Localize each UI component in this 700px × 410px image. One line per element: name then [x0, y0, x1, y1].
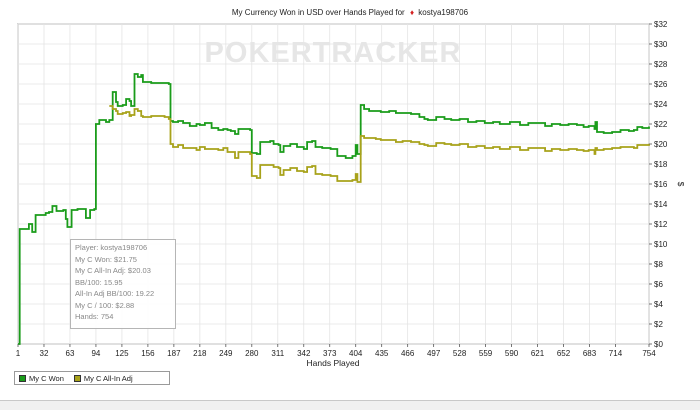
x-tick-label: 218 — [193, 349, 207, 358]
y-tick-label: $26 — [654, 80, 668, 89]
x-tick-label: 404 — [349, 349, 363, 358]
legend-label-won: My C Won — [29, 373, 64, 383]
legend-swatch-won — [19, 374, 26, 382]
tooltip-player: Player: kostya198706 — [75, 243, 148, 252]
x-tick-label: 373 — [323, 349, 337, 358]
y-axis-ticks: $0 $2 $4 $6 $8 $10 $12 $14 $16 $18 $20 $22 $24 $26 $28… — [649, 20, 668, 349]
x-tick-label: 1 — [16, 349, 21, 358]
x-tick-label: 280 — [245, 349, 259, 358]
stats-tooltip: Player: kostya198706 My C Won: $21.75 My… — [70, 239, 176, 329]
x-tick-label: 32 — [40, 349, 49, 358]
tooltip-bb100: BB/100: 15.95 — [75, 277, 123, 287]
tooltip-allin-adj: My C All-In Adj: $20.03 — [75, 266, 151, 275]
chart-title: My Currency Won in USD over Hands Played… — [232, 8, 469, 17]
y-tick-label: $14 — [654, 200, 668, 209]
poker-suit-icon: ♦ — [410, 8, 414, 17]
y-tick-label: $22 — [654, 120, 668, 129]
legend-item-allin-adj[interactable]: My C All-In Adj — [73, 373, 133, 383]
x-tick-label: 497 — [427, 349, 441, 358]
x-axis-label: Hands Played — [307, 358, 360, 368]
legend-swatch-allin-adj — [73, 374, 81, 382]
x-tick-label: 435 — [375, 349, 389, 358]
x-tick-label: 63 — [66, 349, 75, 358]
y-tick-label: $20 — [654, 140, 668, 149]
y-tick-label: $18 — [654, 160, 668, 169]
x-tick-label: 590 — [505, 349, 519, 358]
y-tick-label: $24 — [654, 100, 668, 109]
y-tick-label: $12 — [654, 220, 668, 229]
tooltip-allin-bb100: All-In Adj BB/100: 19.22 — [75, 289, 155, 298]
tooltip-hands: Hands: 754 — [75, 312, 114, 321]
x-tick-label: 528 — [453, 349, 467, 358]
x-tick-label: 94 — [91, 349, 100, 358]
y-tick-label: $32 — [654, 20, 668, 29]
x-tick-label: 156 — [141, 349, 155, 358]
x-tick-label: 125 — [115, 349, 129, 358]
player-name: kostya198706 — [418, 8, 468, 17]
grid-lines — [17, 23, 650, 345]
series-line-my-c-all-in-adj — [109, 105, 650, 183]
tooltip-won: My C Won: $21.75 — [75, 254, 137, 264]
x-tick-label: 187 — [167, 349, 181, 358]
y-axis-label: $ — [676, 182, 686, 187]
x-tick-label: 652 — [557, 349, 571, 358]
series-layer — [18, 73, 650, 345]
x-tick-label: 714 — [609, 349, 623, 358]
series-line-my-c-won — [18, 73, 650, 345]
x-tick-label: 466 — [401, 349, 415, 358]
y-tick-label: $4 — [654, 300, 663, 309]
x-tick-label: 754 — [642, 349, 656, 358]
x-tick-label: 249 — [219, 349, 233, 358]
y-tick-label: $0 — [654, 340, 663, 349]
watermark: POKERTRACKER — [205, 37, 462, 69]
x-axis-ticks: 1 32 63 94 125 156 187 218 249 280 311 342 373 404 435… — [16, 344, 656, 358]
y-tick-label: $8 — [654, 260, 663, 269]
legend-label-allin-adj: My C All-In Adj — [83, 373, 133, 383]
y-tick-label: $10 — [654, 240, 668, 249]
y-tick-label: $2 — [654, 320, 663, 329]
y-tick-label: $28 — [654, 60, 668, 69]
x-tick-label: 683 — [583, 349, 597, 358]
chart-title-text: My Currency Won in USD over Hands Played… — [232, 8, 405, 17]
y-tick-label: $30 — [654, 40, 668, 49]
window-bottom-bar — [0, 400, 700, 410]
legend-item-won[interactable]: My C Won — [19, 374, 64, 383]
x-tick-label: 342 — [297, 349, 311, 358]
x-tick-label: 621 — [531, 349, 545, 358]
chart-svg: My Currency Won in USD over Hands Played… — [16, 8, 686, 368]
x-tick-label: 559 — [479, 349, 493, 358]
y-tick-label: $16 — [654, 180, 668, 189]
tooltip-per100: My C / 100: $2.88 — [75, 300, 135, 310]
y-tick-label: $6 — [654, 280, 663, 289]
chart-legend: My C Won My C All-In Adj — [14, 371, 170, 385]
x-tick-label: 311 — [271, 349, 284, 358]
